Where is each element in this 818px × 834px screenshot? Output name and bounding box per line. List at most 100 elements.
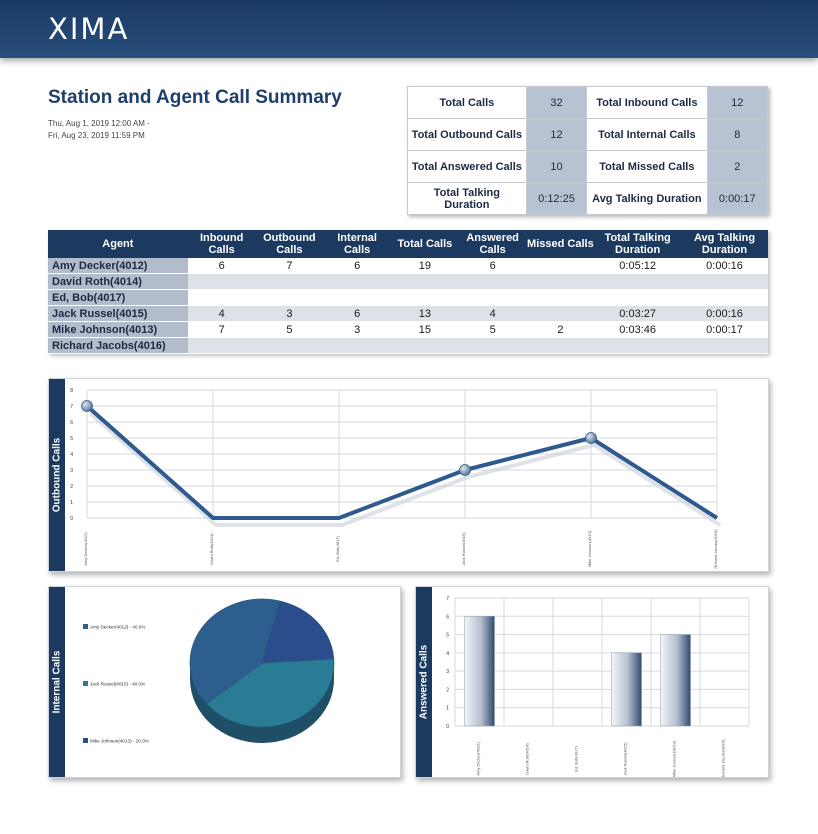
x-tick-label: Jack Russel(4015) — [623, 742, 628, 776]
table-row: Richard Jacobs(4016) — [48, 337, 768, 354]
answered-calls-bar-chart: 0 1 2 3 4 5 6 7 Amy Decker(4012) David Roth(4014)… — [446, 596, 750, 777]
table-row: Amy Decker(4012) 6 7 6 19 6 0:05:12 0:00:16 — [48, 258, 768, 274]
x-tick-label: Richard Jacobs(4016) — [713, 529, 718, 569]
y-tick-label: 4 — [446, 651, 449, 657]
y-tick-label: 6 — [446, 614, 449, 620]
data-point — [81, 400, 93, 412]
answered-calls-chart-panel: Answered Calls 0 1 2 3 4 5 6 7 Amy Decker(4012) D… — [415, 586, 769, 778]
table-cell: 6 — [323, 305, 391, 322]
y-tick-label: 1 — [70, 500, 73, 506]
legend-label: Amy Decker(4012) - 40.0% — [90, 625, 145, 630]
x-tick-label: Mike Johnson(4013) — [587, 530, 592, 567]
summary-row: Total Calls 32 Total Inbound Calls 12 — [407, 86, 768, 119]
table-cell — [458, 273, 527, 290]
summary-value: 32 — [525, 86, 588, 119]
y-tick-label: 3 — [446, 669, 449, 675]
summary-label: Total Inbound Calls — [586, 86, 708, 119]
agent-summary-table: Agent Inbound Calls Outbound Calls Internal… — [48, 230, 768, 354]
table-cell: 0:03:46 — [594, 321, 682, 338]
table-cell — [187, 289, 256, 306]
outbound-calls-line-chart: 0 1 2 3 4 5 6 7 8 Amy Decker(4012) David Roth(4014… — [70, 388, 722, 569]
table-cell — [187, 273, 256, 290]
table-cell — [323, 337, 391, 354]
summary-label: Avg Talking Duration — [586, 182, 708, 215]
internal-calls-chart-panel: Internal Calls Amy Decker(4012) - 40.0% J… — [48, 586, 401, 778]
table-cell — [594, 337, 682, 354]
report-header: XIMA — [0, 0, 818, 58]
table-cell: 7 — [187, 321, 256, 338]
internal-calls-pie-chart: Amy Decker(4012) - 40.0% Jack Russel(4015… — [83, 598, 335, 744]
bar — [660, 634, 691, 727]
table-cell: 6 — [323, 258, 391, 274]
table-cell — [187, 337, 256, 354]
legend-swatch — [83, 624, 88, 629]
summary-label: Total Calls — [407, 86, 527, 119]
summary-label: Total Outbound Calls — [407, 118, 527, 151]
chart-side-label: Outbound Calls — [49, 379, 65, 571]
answered-calls-axis-label: Answered Calls — [418, 644, 430, 720]
logo-text: XIMA — [48, 12, 130, 46]
table-cell — [323, 273, 391, 290]
table-cell: 0:00:17 — [681, 321, 768, 338]
table-cell — [681, 337, 768, 354]
table-cell: 4 — [187, 305, 256, 322]
agent-name-cell: Ed, Bob(4017) — [48, 289, 188, 306]
table-cell: 0:00:16 — [681, 258, 768, 274]
table-cell: 15 — [391, 321, 459, 338]
x-tick-label: Amy Decker(4012) — [83, 532, 88, 566]
table-cell — [681, 289, 768, 306]
y-tick-label: 3 — [70, 468, 73, 474]
y-tick-label: 0 — [70, 516, 73, 522]
table-cell — [526, 305, 595, 322]
x-tick-label: Amy Decker(4012) — [476, 742, 481, 776]
agent-table-body: Amy Decker(4012) 6 7 6 19 6 0:05:12 0:00:16 Davi… — [48, 258, 768, 354]
table-cell: 6 — [458, 258, 527, 274]
table-cell — [526, 337, 595, 354]
table-cell — [391, 273, 459, 290]
agent-name-cell: Jack Russel(4015) — [48, 305, 188, 322]
summary-value: 0:00:17 — [706, 182, 768, 215]
series-line — [85, 404, 719, 520]
table-row: Ed, Bob(4017) — [48, 289, 768, 306]
agent-name-cell: Amy Decker(4012) — [48, 258, 188, 274]
table-cell: 13 — [391, 305, 459, 322]
summary-value: 8 — [706, 118, 768, 151]
date-range: Thu, Aug 1, 2019 12:00 AM - Fri, Aug 23,… — [48, 118, 150, 142]
summary-label: Total Talking Duration — [407, 182, 527, 215]
table-row: Jack Russel(4015) 4 3 6 13 4 0:03:27 0:00:16 — [48, 305, 768, 322]
table-cell — [526, 258, 595, 274]
column-header: Outbound Calls — [255, 230, 324, 258]
y-tick-label: 7 — [70, 404, 73, 410]
legend-swatch — [83, 738, 88, 743]
summary-label: Total Internal Calls — [586, 118, 708, 151]
table-cell: 0:05:12 — [594, 258, 682, 274]
table-cell — [255, 289, 324, 306]
table-cell — [323, 289, 391, 306]
summary-row: Total Talking Duration 0:12:25 Avg Talki… — [407, 182, 768, 215]
column-header: Agent — [48, 230, 188, 258]
y-tick-label: 0 — [446, 724, 449, 730]
column-header: Missed Calls — [526, 230, 595, 258]
bar — [464, 616, 495, 727]
chart-side-label: Answered Calls — [416, 587, 432, 777]
y-tick-label: 2 — [446, 687, 449, 693]
agent-table-header: Agent Inbound Calls Outbound Calls Internal… — [48, 230, 768, 258]
x-tick-label: Ed, Bob(4017) — [574, 745, 579, 771]
y-tick-label: 6 — [70, 420, 73, 426]
y-tick-label: 1 — [446, 706, 449, 712]
outbound-calls-chart-panel: Outbound Calls 0 1 2 3 4 5 6 7 8 Amy Decker(4012)… — [48, 378, 769, 572]
summary-label: Total Missed Calls — [586, 150, 708, 183]
column-header: Answered Calls — [458, 230, 527, 258]
table-row: David Roth(4014) — [48, 273, 768, 290]
summary-value: 2 — [706, 150, 768, 183]
legend-swatch — [83, 681, 88, 686]
table-cell: 4 — [458, 305, 527, 322]
legend-label: Jack Russel(4015) - 40.0% — [90, 682, 145, 687]
x-tick-label: David Roth(4014) — [209, 533, 214, 565]
table-cell — [526, 289, 595, 306]
outbound-calls-axis-label: Outbound Calls — [51, 437, 63, 513]
table-cell: 5 — [458, 321, 527, 338]
table-cell — [255, 337, 324, 354]
table-cell — [594, 289, 682, 306]
page-title: Station and Agent Call Summary — [48, 87, 342, 108]
